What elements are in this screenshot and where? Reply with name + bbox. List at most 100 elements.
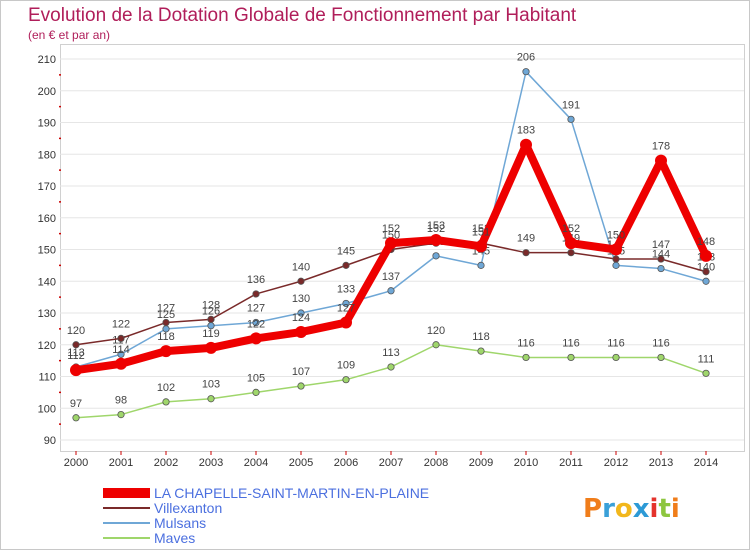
data-label: 127 [337,303,355,315]
y-tick-label: 200 [38,86,56,98]
data-label: 152 [382,223,400,235]
data-label: 125 [157,309,175,321]
data-label: 147 [652,239,670,251]
x-tick-label: 2000 [64,457,88,469]
data-label: 183 [517,125,535,137]
data-label: 118 [157,331,175,343]
data-label: 119 [202,328,220,340]
logo-text: Proxiti [583,494,680,524]
data-point [162,398,170,406]
data-label: 107 [292,366,310,378]
y-tick-label: 140 [38,276,56,288]
data-point [565,237,577,250]
data-label: 145 [337,245,355,257]
data-point [657,255,665,263]
logo-letter: i [650,494,659,524]
y-axis: 90 100 110 120 130 140 150 160 170 180 190 200 210 [38,54,61,447]
data-point [252,388,260,396]
legend-label: Villexanton [154,500,222,516]
y-tick-label: 150 [38,245,56,257]
data-label: 118 [472,331,490,343]
logo-letter: P [583,494,602,524]
legend-label: LA CHAPELLE-SAINT-MARTIN-EN-PLAINE [154,485,429,501]
data-label: 151 [472,226,490,238]
data-label: 136 [247,274,265,286]
x-tick-label: 2007 [379,457,403,469]
chart-title: Evolution de la Dotation Globale de Fonc… [28,5,577,26]
data-point [430,233,442,246]
data-label: 126 [202,306,220,318]
data-point [702,268,710,276]
data-point [567,249,575,257]
data-label: 140 [292,261,310,273]
data-point [160,345,172,358]
data-point [432,252,440,260]
data-label: 150 [607,230,625,242]
data-label: 144 [652,249,670,261]
data-point [475,240,487,253]
data-point [657,353,665,362]
data-point [297,309,305,317]
data-label: 191 [562,99,580,111]
y-tick-label: 210 [38,54,56,66]
data-label: 122 [247,318,265,330]
data-point [297,382,305,390]
y-tick-label: 130 [38,308,56,320]
y-tick-label: 90 [44,435,56,447]
x-tick-label: 2012 [604,457,628,469]
data-point [522,68,530,76]
data-label: 116 [517,337,535,349]
data-point [205,341,217,354]
data-label: 137 [382,271,400,283]
data-point [385,237,397,250]
logo-letter: t [658,494,670,524]
data-point [342,376,350,384]
data-point [612,353,620,362]
data-label: 105 [247,372,265,384]
y-tick-label: 170 [38,181,56,193]
data-point [207,315,215,323]
x-tick-label: 2004 [244,457,268,469]
data-point [342,299,350,308]
x-tick-label: 2001 [109,457,133,469]
logo-letter: x [633,494,650,524]
x-axis: 2000 2001 2002 2003 2004 2005 2006 2007 2008 2009… [64,451,718,469]
data-point [522,249,530,257]
data-point [700,249,712,262]
y-tick-label: 180 [38,149,56,161]
data-label: 206 [517,52,535,64]
data-point [520,138,532,151]
x-tick-label: 2013 [649,457,673,469]
x-tick-label: 2011 [559,457,583,469]
data-label: 116 [652,337,670,349]
data-point [115,357,127,370]
data-label: 120 [427,325,445,337]
y-tick-label: 160 [38,213,56,225]
data-point [612,261,620,269]
data-label: 127 [157,303,175,315]
data-point [297,277,305,285]
legend-label: Mulsans [154,515,206,531]
data-point [117,410,125,419]
data-point [117,334,125,342]
data-point [207,395,215,403]
y-tick-label: 110 [38,372,56,384]
data-point [252,318,260,327]
legend-label: Maves [154,530,195,546]
data-point [432,341,440,349]
proxiti-logo: Proxiti [583,494,680,524]
data-point [477,347,485,355]
data-point [117,350,125,358]
data-point [702,369,710,377]
data-label: 97 [70,398,82,410]
data-point [72,414,80,422]
y-tick-label: 120 [38,340,56,352]
data-point [610,243,622,256]
data-label: 150 [382,230,400,242]
data-point [387,287,395,295]
data-label: 152 [427,223,445,235]
logo-letter: i [671,494,680,524]
data-point [387,363,395,371]
